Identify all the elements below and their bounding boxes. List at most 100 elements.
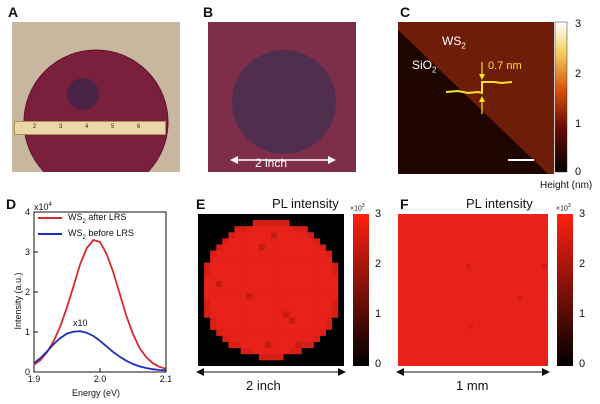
map-pixel	[264, 353, 272, 361]
map-pixel	[319, 305, 327, 312]
map-f-cb-tick-3: 3	[579, 208, 586, 220]
map-pixel	[271, 256, 278, 263]
map-pixel	[210, 311, 217, 318]
map-pixel	[252, 250, 260, 257]
map-pixel	[222, 335, 229, 343]
map-pixel	[325, 250, 333, 257]
map-pixel	[264, 232, 272, 239]
map-pixel	[228, 305, 235, 312]
map-pixel	[204, 305, 211, 312]
map-pixel	[204, 299, 211, 306]
map-e-scale-arrow	[196, 368, 346, 376]
map-pixel	[252, 317, 260, 324]
map-pixel	[277, 323, 284, 330]
map-pixel	[313, 323, 320, 330]
map-pixel	[246, 256, 254, 263]
map-pixel	[240, 323, 247, 330]
map-pixel	[319, 329, 327, 336]
x-tick-label: 2.0	[94, 374, 107, 384]
map-pixel	[264, 287, 272, 294]
map-e-pixels	[204, 220, 339, 361]
map-pixel	[283, 305, 290, 312]
scale-arrow-right	[328, 156, 336, 164]
map-pixel	[295, 274, 302, 282]
map-pixel	[258, 287, 266, 294]
afm-cb-tick-1: 1	[575, 118, 582, 130]
map-pixel	[240, 244, 247, 251]
map-pixel	[204, 274, 211, 282]
map-pixel	[246, 305, 254, 312]
map-pixel	[271, 323, 278, 330]
y-multiplier-base: x10	[34, 202, 49, 212]
map-pixel	[210, 250, 217, 257]
map-pixel	[319, 293, 327, 300]
map-pixel	[252, 238, 260, 245]
map-pixel	[258, 347, 266, 355]
map-pixel	[319, 274, 327, 282]
map-pixel	[234, 274, 241, 282]
map-pixel	[289, 226, 296, 233]
legend-after-ws: WS	[68, 212, 83, 222]
map-pixel	[234, 341, 241, 349]
map-pixel	[252, 305, 260, 312]
map-pixel	[234, 323, 241, 330]
map-pixel	[258, 299, 266, 306]
map-pixel	[301, 250, 308, 257]
y-tick-label: 1	[25, 327, 30, 337]
legend-after-text: WS2 after LRS	[68, 212, 126, 225]
map-pixel	[252, 280, 260, 288]
map-pixel	[319, 287, 327, 294]
map-pixel	[240, 341, 247, 349]
map-pixel	[252, 244, 260, 251]
wafer-illustration	[23, 49, 169, 172]
ws2-label: WS2	[442, 34, 466, 50]
map-pixel	[295, 317, 302, 324]
map-f-cb-mult-base: ×10	[556, 205, 568, 213]
map-pixel	[264, 311, 272, 318]
y-tick-label: 4	[25, 207, 30, 217]
map-pixel	[295, 323, 302, 330]
map-pixel	[258, 280, 266, 288]
map-pixel	[228, 341, 235, 349]
map-pixel	[277, 262, 284, 270]
map-f-cb-mult-exp: 3	[567, 203, 571, 209]
map-pixel	[301, 226, 308, 233]
map-pixel	[258, 256, 266, 263]
map-pixel	[228, 299, 235, 306]
map-pixel	[319, 256, 327, 263]
map-pixel	[277, 274, 284, 282]
legend-before-ws: WS	[68, 228, 83, 238]
map-pixel	[283, 238, 290, 245]
ruler: 2 3 4 5 6	[14, 121, 166, 135]
map-e-colorbar	[353, 214, 369, 366]
map-pixel	[234, 238, 241, 245]
map-f-cb-tick-0: 0	[579, 358, 586, 370]
map-pixel	[319, 268, 327, 276]
map-pixel	[295, 299, 302, 306]
map-pixel	[258, 341, 266, 349]
map-pixel	[307, 238, 314, 245]
map-pixel	[216, 250, 223, 257]
panel-e-label: E	[196, 196, 206, 212]
legend-before-rest: before LRS	[85, 228, 134, 238]
map-pixel	[289, 311, 296, 318]
map-pixel	[271, 268, 278, 276]
map-pixel	[210, 274, 217, 282]
map-pixel	[295, 329, 302, 336]
map-pixel	[234, 299, 241, 306]
map-pixel	[271, 311, 278, 318]
map-pixel	[307, 232, 314, 239]
map-pixel	[258, 293, 266, 300]
map-pixel	[222, 244, 229, 251]
map-pixel	[252, 347, 260, 355]
map-pixel	[228, 274, 235, 282]
map-pixel	[277, 305, 284, 312]
map-pixel	[313, 274, 320, 282]
map-pixel	[246, 268, 254, 276]
map-pixel	[307, 256, 314, 263]
map-pixel	[264, 262, 272, 270]
map-pixel	[325, 262, 333, 270]
map-pixel	[228, 268, 235, 276]
map-pixel	[222, 323, 229, 330]
map-pixel	[271, 244, 278, 251]
